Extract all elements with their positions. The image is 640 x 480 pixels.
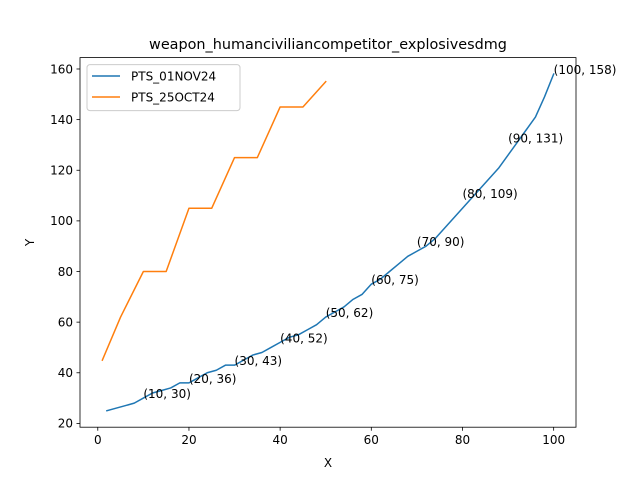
series-line-2 <box>101 80 327 362</box>
data-label: (80, 109) <box>462 187 517 201</box>
y-tick-label: 60 <box>58 315 73 329</box>
y-axis-label: Y <box>23 238 37 247</box>
legend: PTS_01NOV24 PTS_25OCT24 <box>86 64 241 112</box>
y-tick-label: 120 <box>50 164 73 178</box>
data-label: (90, 131) <box>508 131 563 145</box>
chart-title: weapon_humanciviliancompetitor_explosive… <box>149 37 507 53</box>
axes: 0 20 40 60 80 100 20 40 60 80 100 120 140 160 <box>50 62 565 447</box>
y-tick-label: 140 <box>50 113 73 127</box>
legend-entry-label: PTS_25OCT24 <box>131 91 215 105</box>
data-label: (100, 158) <box>554 63 617 77</box>
x-tick-label: 20 <box>181 433 196 447</box>
data-label: (30, 43) <box>235 354 283 368</box>
plot-marks: (10, 30)(20, 36) (30, 43) (40, 52) (50, 62)… <box>101 63 617 412</box>
x-tick-label: 40 <box>272 433 287 447</box>
data-label: (70, 90) <box>417 235 465 249</box>
y-tick-label: 80 <box>58 265 73 279</box>
legend-entry-label: PTS_01NOV24 <box>131 70 216 84</box>
x-tick-label: 0 <box>94 433 102 447</box>
x-tick-label: 100 <box>542 433 565 447</box>
x-tick-label: 80 <box>455 433 470 447</box>
y-tick-label: 160 <box>50 62 73 76</box>
data-label: (20, 36) <box>189 372 237 386</box>
y-tick-label: 20 <box>58 417 73 431</box>
series-line-1 <box>105 73 555 412</box>
x-tick-label: 60 <box>364 433 379 447</box>
data-label: (50, 62) <box>326 306 374 320</box>
legend-box <box>86 64 241 112</box>
y-tick-label: 40 <box>58 366 73 380</box>
x-axis-label: X <box>324 456 332 470</box>
data-label: (60, 75) <box>371 273 419 287</box>
plot-area-frame <box>79 57 577 428</box>
data-label: (10, 30) <box>143 387 191 401</box>
data-label: (40, 52) <box>280 331 328 345</box>
y-tick-label: 100 <box>50 214 73 228</box>
